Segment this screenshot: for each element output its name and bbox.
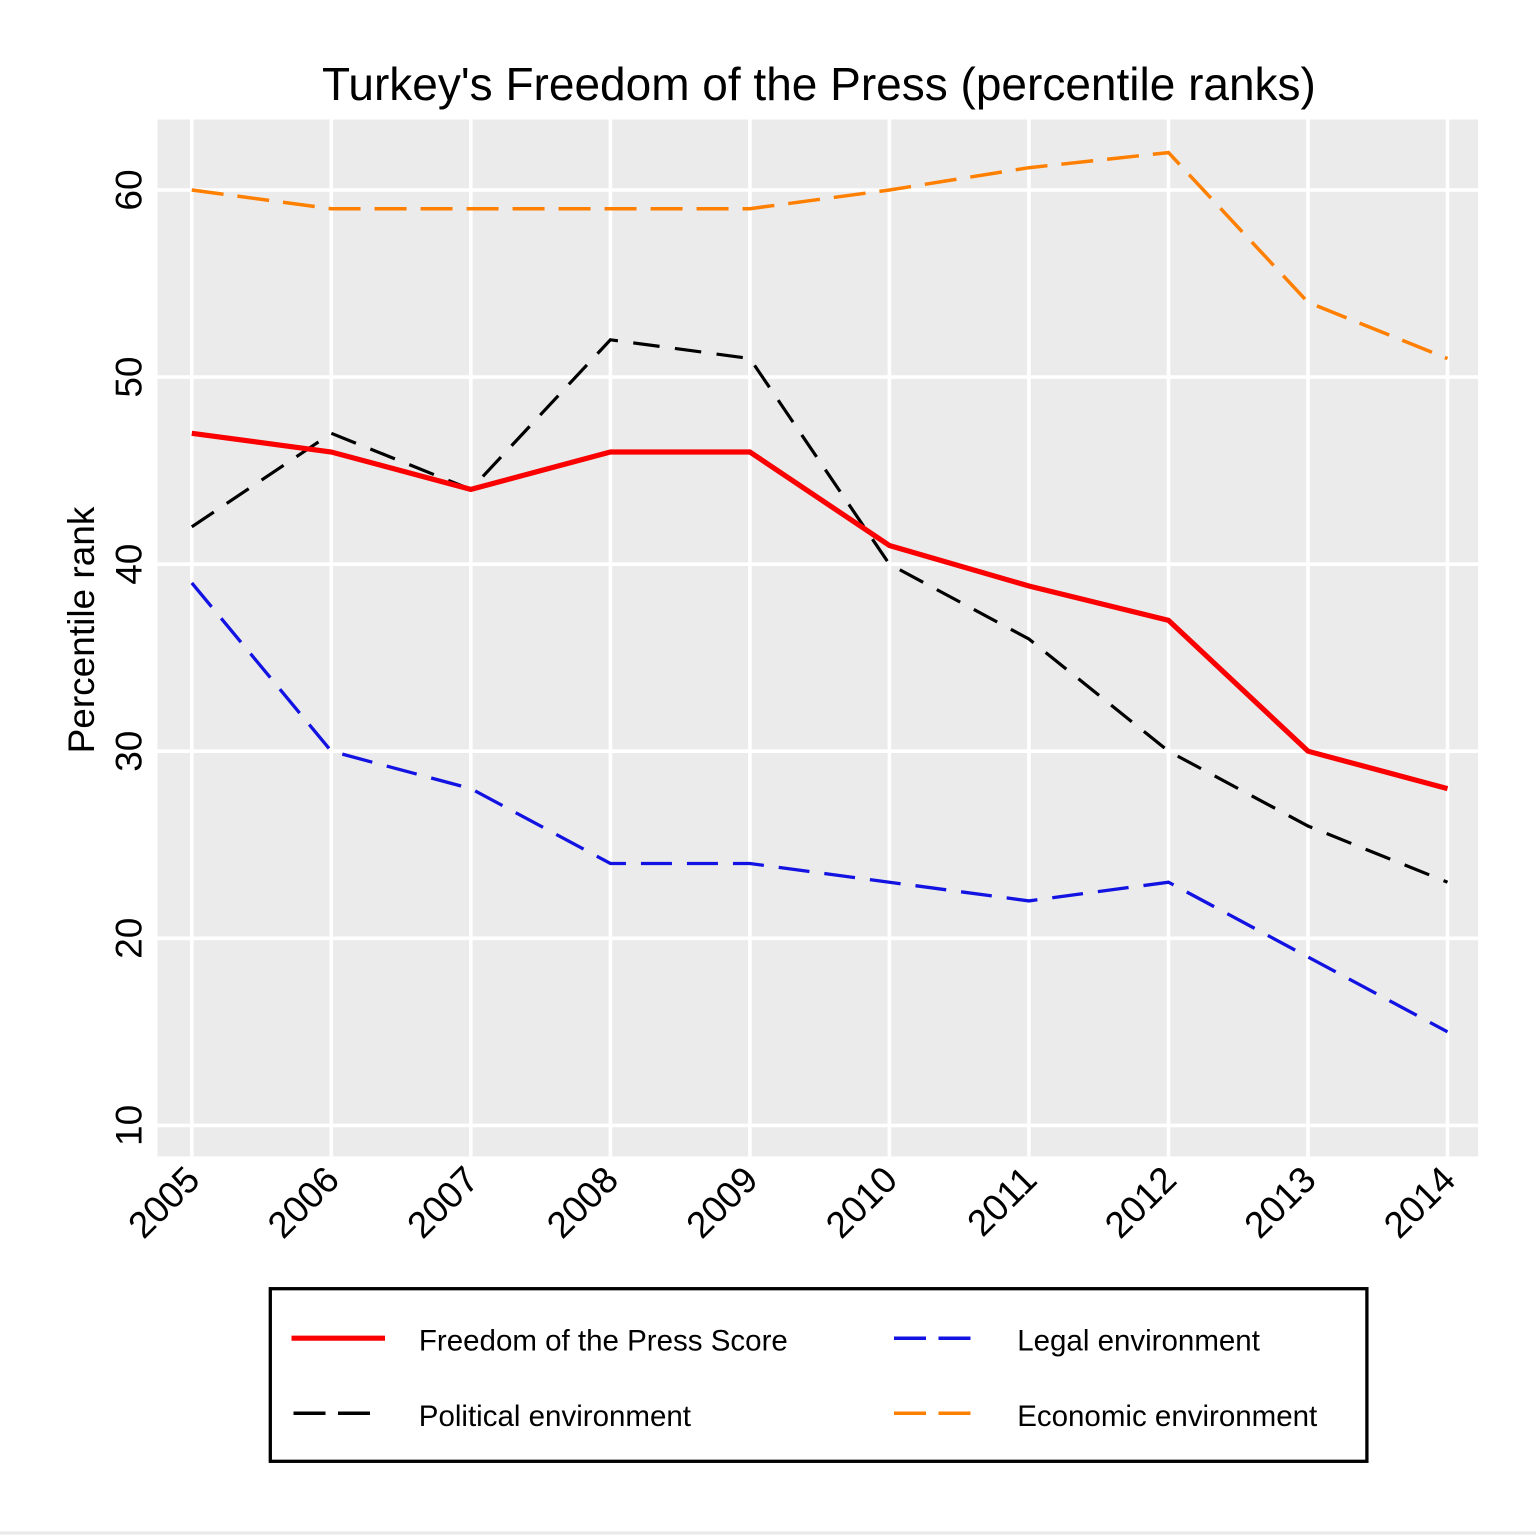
svg-text:10: 10 [109, 1105, 150, 1146]
svg-text:Freedom of the Press Score: Freedom of the Press Score [419, 1325, 788, 1358]
svg-text:Economic environment: Economic environment [1017, 1400, 1317, 1433]
svg-text:40: 40 [109, 544, 150, 585]
svg-text:30: 30 [109, 731, 150, 772]
svg-text:20: 20 [109, 918, 150, 959]
svg-text:60: 60 [109, 169, 150, 210]
svg-text:Political environment: Political environment [419, 1400, 691, 1433]
svg-text:Legal environment: Legal environment [1017, 1325, 1260, 1358]
svg-text:Percentile rank: Percentile rank [61, 506, 102, 753]
svg-text:50: 50 [109, 357, 150, 398]
svg-text:Turkey's Freedom of the Press: Turkey's Freedom of the Press (percentil… [322, 58, 1316, 110]
